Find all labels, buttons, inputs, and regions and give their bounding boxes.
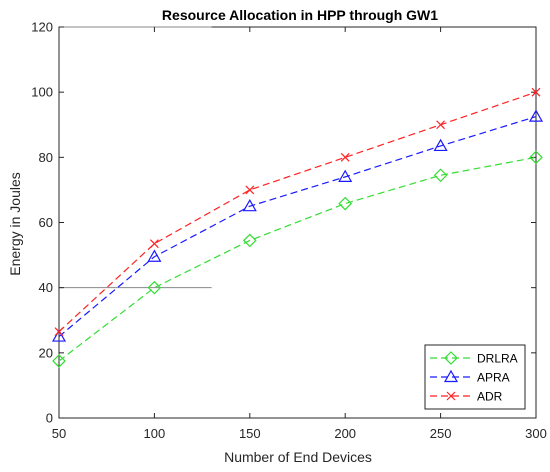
x-axis: 50 100 150 200 250 300: [52, 27, 547, 441]
series-line-apra: [58, 116, 537, 338]
data-point-drlra: [242, 233, 257, 248]
legend-label-drlra: DRLRA: [477, 352, 518, 366]
y-axis: 0 20 40 60 80 100 120: [31, 20, 536, 426]
x-tick-label: 100: [144, 426, 166, 441]
y-tick-label: 60: [39, 215, 53, 230]
legend-label-adr: ADR: [477, 390, 503, 404]
y-axis-label: Energy in Joules: [7, 172, 23, 276]
y-tick-label: 100: [31, 85, 53, 100]
legend-marker-adr: [446, 391, 456, 401]
data-point-adr: [340, 152, 350, 162]
data-point-adr: [149, 239, 159, 249]
data-point-drlra: [433, 168, 448, 183]
series-drlra: [52, 150, 543, 368]
data-point-drlra: [52, 354, 66, 368]
x-tick-label: 250: [430, 426, 452, 441]
data-point-apra: [51, 329, 67, 342]
data-point-apra: [338, 169, 353, 182]
series-group: [51, 87, 544, 368]
data-point-adr: [436, 120, 446, 130]
data-point-apra: [242, 198, 257, 212]
legend-marker-apra: [443, 369, 459, 383]
legend-marker-drlra: [444, 351, 458, 365]
data-point-drlra: [147, 280, 162, 295]
legend-entry-drlra: DRLRA: [430, 351, 518, 366]
x-tick-label: 150: [239, 426, 261, 441]
data-point-apra: [147, 249, 162, 262]
x-tick-label: 300: [525, 426, 547, 441]
data-point-apra: [528, 109, 544, 122]
data-point-apra: [433, 138, 448, 152]
y-tick-label: 40: [39, 280, 53, 295]
data-point-adr: [245, 185, 255, 195]
y-tick-label: 80: [39, 150, 53, 165]
series-line-drlra: [58, 156, 537, 362]
legend: DRLRA APRA ADR: [424, 344, 526, 410]
y-tick-label: 120: [31, 20, 53, 35]
reference-lines: [59, 26, 212, 289]
y-tick-label: 0: [46, 411, 53, 426]
series-adr: [54, 87, 541, 337]
x-axis-label: Number of End Devices: [224, 449, 372, 465]
legend-label-apra: APRA: [477, 371, 510, 385]
x-tick-label: 200: [334, 426, 356, 441]
x-tick-label: 50: [52, 426, 66, 441]
chart-title: Resource Allocation in HPP through GW1: [162, 7, 438, 23]
series-line-adr: [58, 91, 537, 333]
data-point-drlra: [338, 196, 353, 211]
series-apra: [51, 109, 544, 342]
data-point-drlra: [529, 150, 543, 165]
legend-entry-adr: ADR: [430, 390, 503, 404]
data-point-adr: [54, 327, 64, 337]
data-point-adr: [531, 87, 541, 97]
y-tick-label: 20: [39, 345, 53, 360]
legend-entry-apra: APRA: [430, 369, 510, 385]
